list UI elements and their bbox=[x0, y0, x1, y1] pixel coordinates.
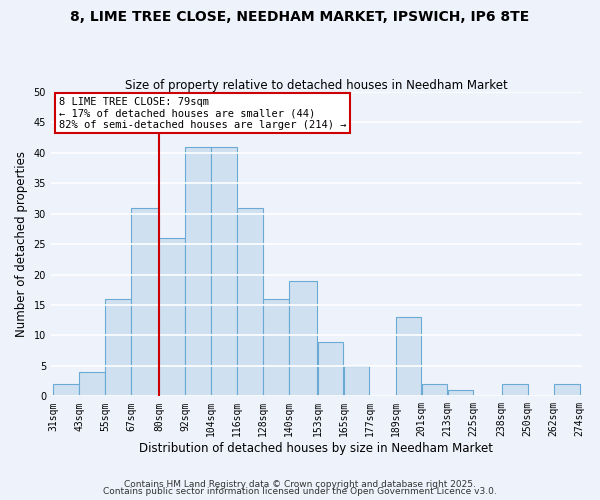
Text: Contains public sector information licensed under the Open Government Licence v3: Contains public sector information licen… bbox=[103, 487, 497, 496]
Bar bbox=[395, 317, 421, 396]
Text: 8, LIME TREE CLOSE, NEEDHAM MARKET, IPSWICH, IP6 8TE: 8, LIME TREE CLOSE, NEEDHAM MARKET, IPSW… bbox=[70, 10, 530, 24]
Bar bbox=[79, 372, 105, 396]
Title: Size of property relative to detached houses in Needham Market: Size of property relative to detached ho… bbox=[125, 79, 508, 92]
Bar bbox=[160, 238, 185, 396]
Bar bbox=[289, 280, 317, 396]
Bar bbox=[105, 299, 131, 396]
Bar bbox=[131, 208, 159, 396]
Bar bbox=[422, 384, 448, 396]
Bar bbox=[554, 384, 580, 396]
Bar bbox=[211, 147, 237, 396]
Text: 8 LIME TREE CLOSE: 79sqm
← 17% of detached houses are smaller (44)
82% of semi-d: 8 LIME TREE CLOSE: 79sqm ← 17% of detach… bbox=[59, 96, 346, 130]
Bar bbox=[238, 208, 263, 396]
Bar bbox=[263, 299, 289, 396]
X-axis label: Distribution of detached houses by size in Needham Market: Distribution of detached houses by size … bbox=[139, 442, 493, 455]
Bar bbox=[448, 390, 473, 396]
Bar bbox=[344, 366, 370, 396]
Bar bbox=[317, 342, 343, 396]
Bar bbox=[53, 384, 79, 396]
Y-axis label: Number of detached properties: Number of detached properties bbox=[15, 151, 28, 337]
Text: Contains HM Land Registry data © Crown copyright and database right 2025.: Contains HM Land Registry data © Crown c… bbox=[124, 480, 476, 489]
Bar bbox=[502, 384, 527, 396]
Bar bbox=[185, 147, 211, 396]
